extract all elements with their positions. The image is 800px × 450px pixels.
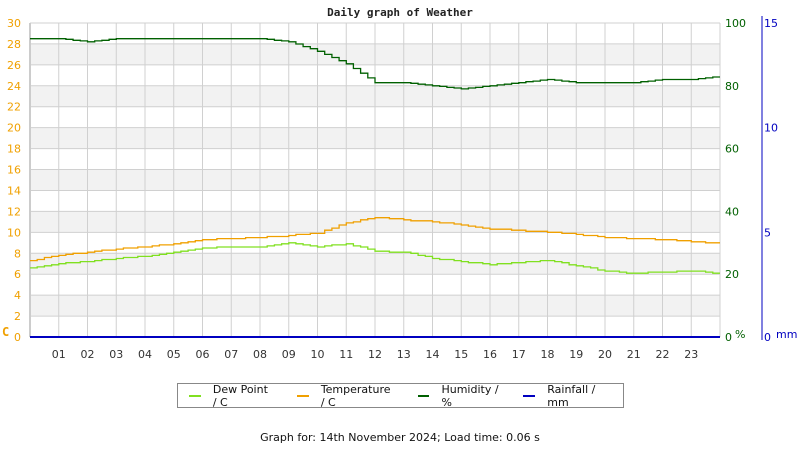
dew-point-line — [30, 242, 720, 274]
humidity-axis-tick: 80 — [725, 80, 739, 93]
rain-axis-tick: 0 — [764, 331, 771, 344]
graph-footer: Graph for: 14th November 2024; Load time… — [260, 431, 540, 444]
legend-label: Temperature / C — [320, 382, 391, 409]
left-axis-tick: 8 — [14, 247, 21, 260]
left-axis-tick: 14 — [7, 184, 21, 197]
x-axis-tick: 18 — [541, 348, 555, 361]
x-axis-tick: 06 — [196, 348, 210, 361]
x-axis-tick: 11 — [339, 348, 353, 361]
rain-axis-tick: 15 — [764, 17, 778, 30]
humidity-axis-tick: 100 — [725, 17, 746, 30]
legend-label: Dew Point / C — [212, 382, 268, 409]
chart-title: Daily graph of Weather — [327, 6, 473, 19]
dew-point-swatch-icon — [189, 394, 201, 397]
legend-item-temperature: Temperature / C — [289, 383, 396, 409]
rain-axis-tick: 10 — [764, 122, 778, 135]
x-axis-tick: 13 — [397, 348, 411, 361]
left-axis-unit: C — [2, 325, 9, 339]
rain-axis-unit: mm — [776, 328, 797, 341]
left-axis-tick: 12 — [7, 205, 21, 218]
x-axis-tick: 17 — [512, 348, 526, 361]
x-axis-tick: 10 — [311, 348, 325, 361]
legend-item-humidity: Humidity / % — [410, 383, 502, 409]
x-axis-tick: 09 — [282, 348, 296, 361]
legend: Dew Point / C Temperature / C Humidity /… — [177, 383, 624, 409]
humidity-axis-tick: 0 — [725, 331, 732, 344]
left-axis-tick: 26 — [7, 59, 21, 72]
x-axis-tick: 20 — [598, 348, 612, 361]
x-axis-tick: 12 — [368, 348, 382, 361]
x-axis-tick: 02 — [81, 348, 95, 361]
humidity-axis-tick: 40 — [725, 205, 739, 218]
left-axis-tick: 18 — [7, 143, 21, 156]
humidity-line — [30, 38, 720, 90]
left-axis-tick: 2 — [14, 310, 21, 323]
humidity-swatch-icon — [417, 394, 430, 397]
legend-label: Humidity / % — [441, 382, 499, 409]
left-axis-tick: 10 — [7, 226, 21, 239]
temperature-swatch-icon — [296, 394, 309, 397]
left-axis-tick: 20 — [7, 122, 21, 135]
left-axis-tick: 28 — [7, 38, 21, 51]
left-axis-tick: 16 — [7, 164, 21, 177]
x-axis-tick: 07 — [224, 348, 238, 361]
left-axis-tick: 4 — [14, 289, 21, 302]
humidity-axis-tick: 60 — [725, 143, 739, 156]
x-axis-tick: 14 — [426, 348, 440, 361]
x-axis-tick: 08 — [253, 348, 267, 361]
humidity-axis-unit: % — [735, 328, 745, 341]
x-axis-tick: 23 — [684, 348, 698, 361]
x-axis-tick: 16 — [483, 348, 497, 361]
rain-axis-tick: 5 — [764, 226, 771, 239]
left-axis-tick: 0 — [14, 331, 21, 344]
x-axis-tick: 15 — [454, 348, 468, 361]
x-axis-tick: 05 — [167, 348, 181, 361]
left-axis-tick: 30 — [7, 17, 21, 30]
left-axis-tick: 6 — [14, 268, 21, 281]
legend-label: Rainfall / mm — [547, 382, 596, 409]
x-axis-tick: 19 — [569, 348, 583, 361]
x-axis-tick: 03 — [109, 348, 123, 361]
legend-item-dew-point: Dew Point / C — [181, 383, 275, 409]
rainfall-swatch-icon — [523, 394, 536, 397]
x-axis-tick: 22 — [656, 348, 670, 361]
left-axis-tick: 22 — [7, 101, 21, 114]
left-axis-tick: 24 — [7, 80, 21, 93]
humidity-axis-tick: 20 — [725, 268, 739, 281]
temperature-line — [30, 217, 720, 262]
x-axis-tick: 01 — [52, 348, 66, 361]
legend-item-rainfall: Rainfall / mm — [515, 383, 609, 409]
x-axis-tick: 21 — [627, 348, 641, 361]
x-axis-tick: 04 — [138, 348, 152, 361]
